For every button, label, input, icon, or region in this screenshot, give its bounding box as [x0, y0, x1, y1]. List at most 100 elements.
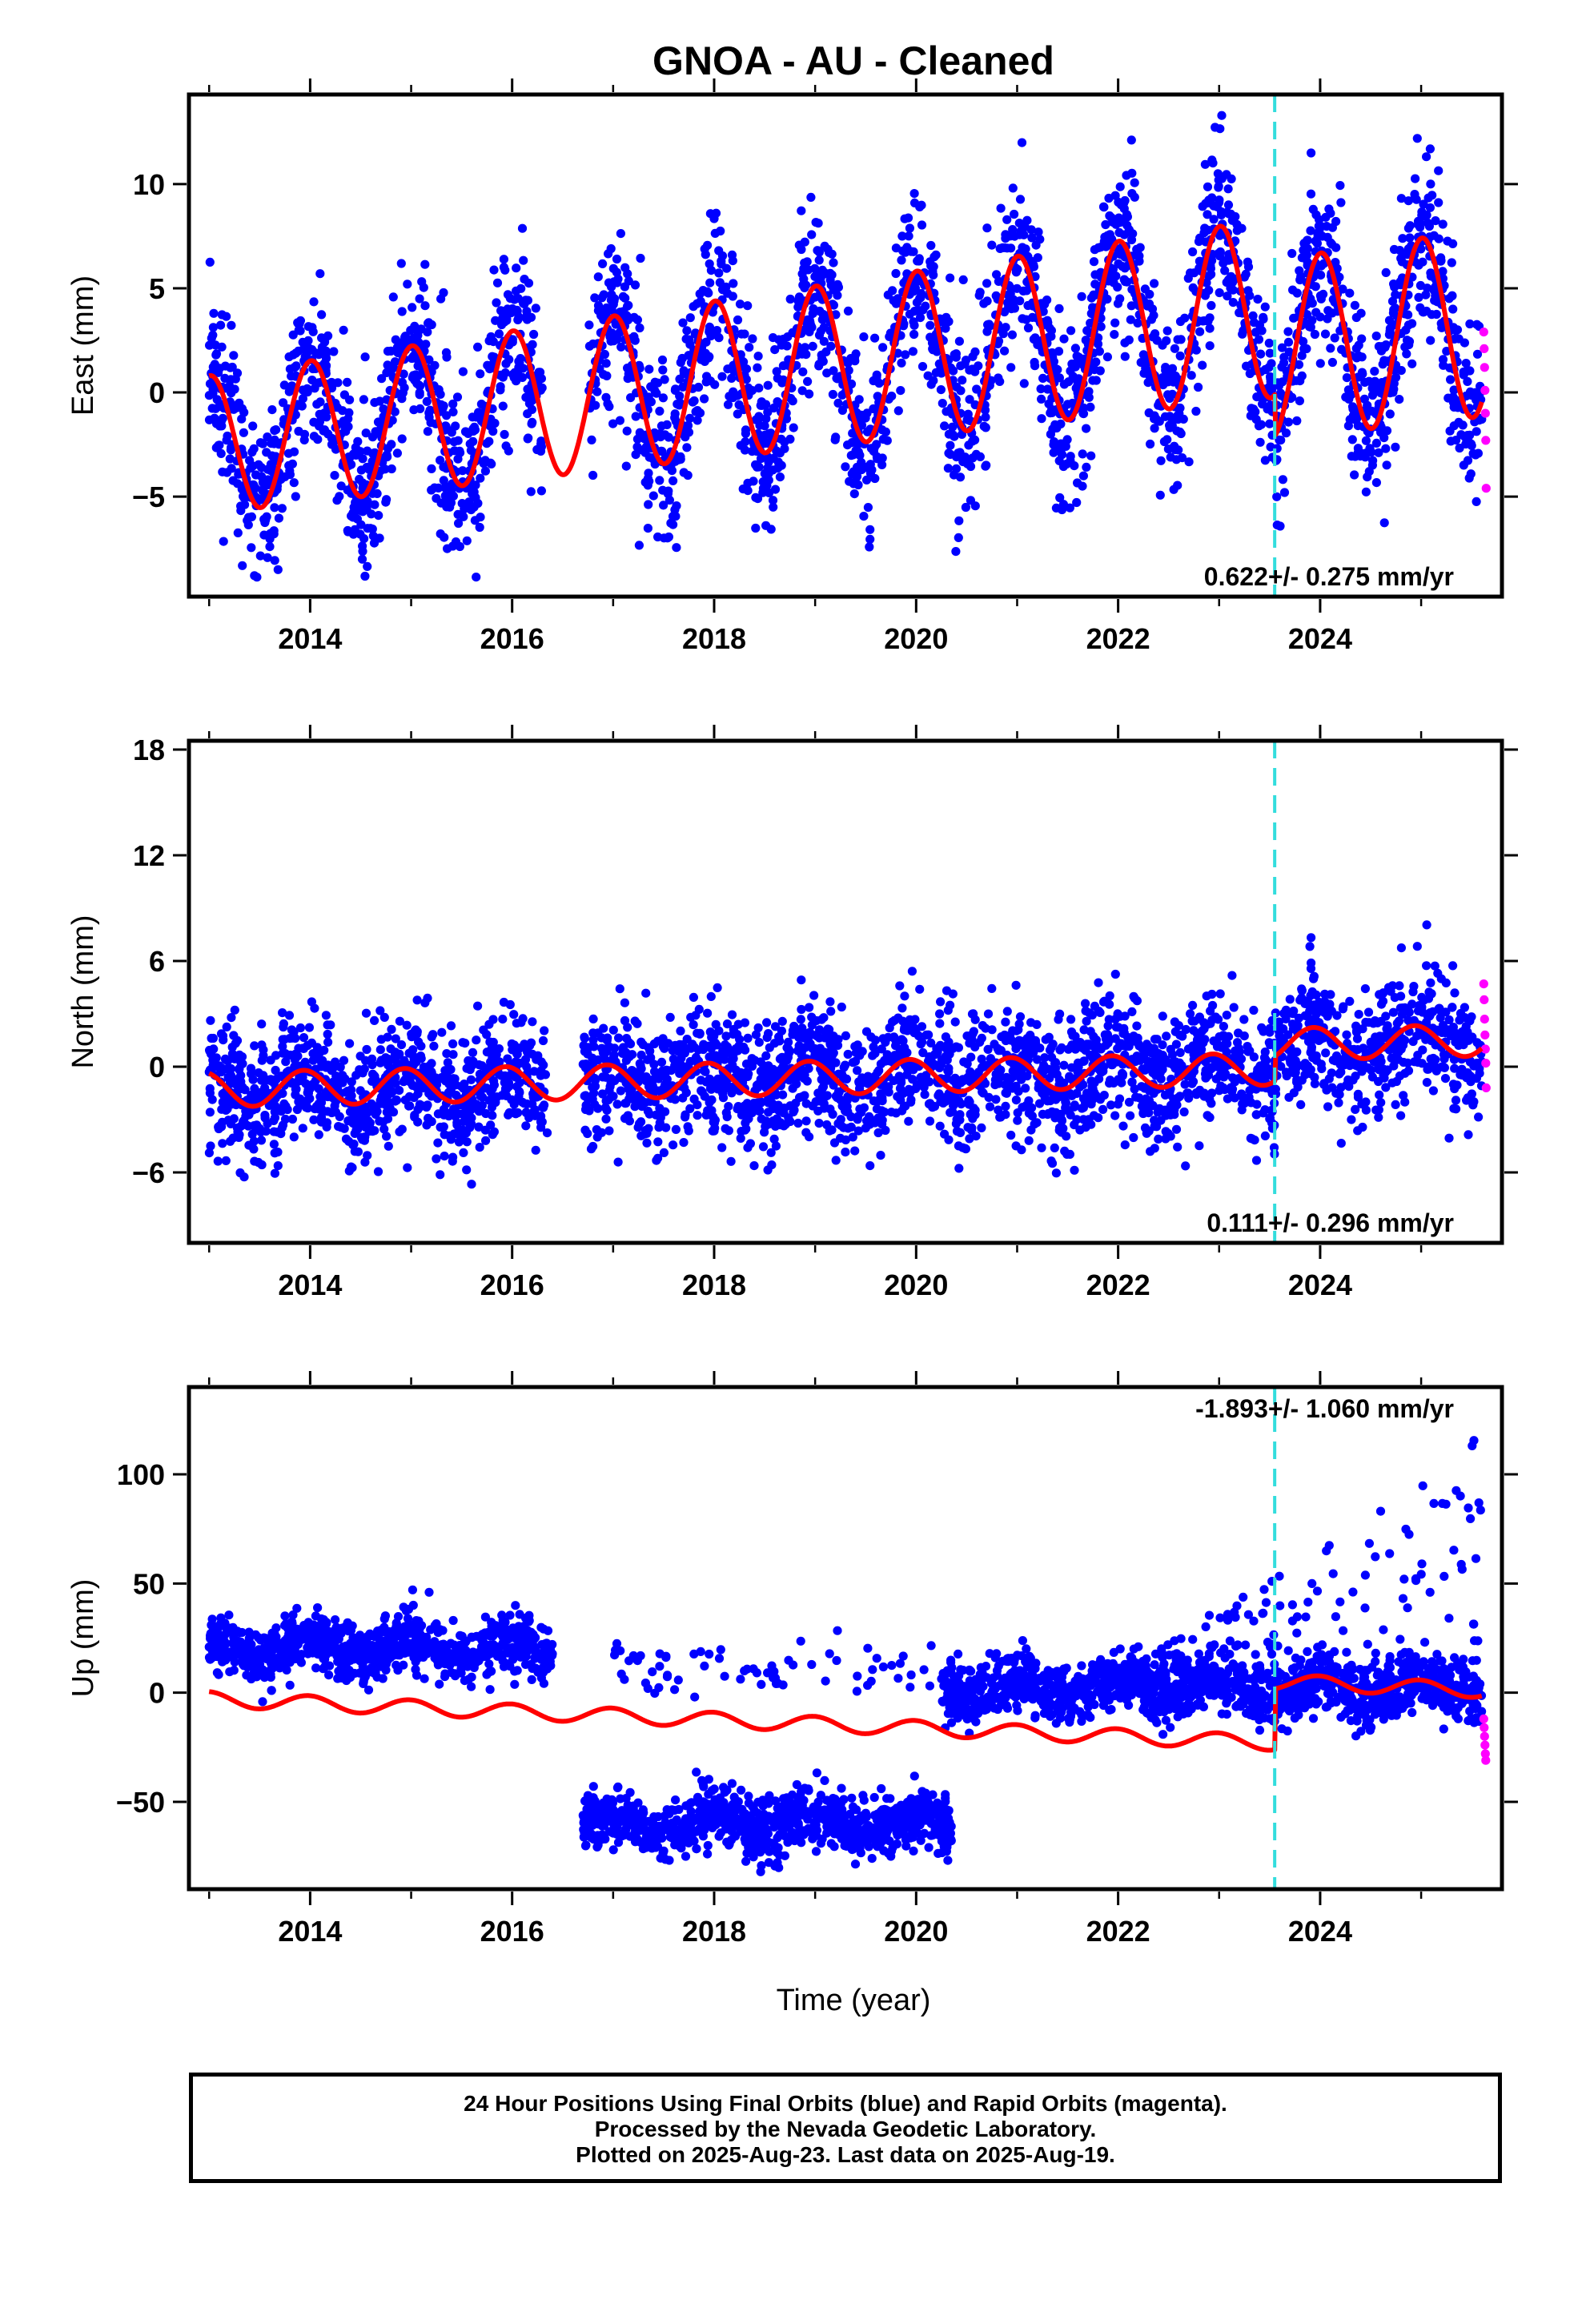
plot-frame — [187, 92, 1504, 599]
data-point — [685, 413, 695, 424]
data-point — [387, 416, 397, 425]
data-point — [265, 542, 275, 552]
data-point — [439, 287, 448, 298]
data-point — [768, 496, 778, 505]
data-point — [1081, 999, 1090, 1008]
data-point — [1122, 277, 1131, 287]
data-point — [664, 532, 674, 542]
data-point — [727, 250, 737, 259]
data-point — [358, 546, 367, 557]
data-point — [408, 303, 417, 312]
data-point — [865, 525, 875, 534]
data-point — [458, 367, 468, 376]
data-point — [788, 328, 797, 337]
data-point — [1223, 200, 1234, 210]
data-point — [705, 322, 715, 332]
data-point — [644, 500, 653, 509]
data-point — [1130, 178, 1139, 187]
data-point — [1188, 247, 1198, 257]
data-point — [1223, 207, 1232, 217]
data-point — [1471, 388, 1480, 397]
data-point — [773, 457, 783, 467]
data-point — [249, 1144, 259, 1154]
data-point — [210, 360, 219, 369]
data-point — [1361, 436, 1371, 445]
data-point — [498, 1015, 508, 1024]
data-point — [982, 279, 992, 288]
data-point — [1303, 235, 1312, 245]
data-point — [1257, 326, 1267, 336]
data-point — [269, 439, 279, 448]
data-point — [217, 310, 227, 320]
data-point — [968, 352, 978, 361]
data-point — [1336, 1139, 1346, 1148]
data-point — [238, 561, 247, 570]
data-point — [1200, 223, 1210, 233]
data-point — [391, 335, 400, 344]
data-point — [936, 364, 946, 374]
data-point — [1306, 323, 1315, 332]
data-point — [926, 380, 936, 389]
data-point — [1421, 290, 1431, 300]
data-point — [427, 320, 436, 330]
data-point — [1219, 1022, 1228, 1031]
data-point — [756, 400, 765, 410]
data-point — [1089, 290, 1098, 300]
data-point — [270, 503, 279, 513]
x-tick-label: 2018 — [682, 622, 746, 655]
data-point — [797, 206, 806, 215]
data-point — [984, 320, 994, 329]
data-point — [1350, 470, 1359, 480]
data-point — [877, 453, 887, 463]
data-point — [889, 1015, 899, 1025]
data-point — [613, 274, 623, 283]
data-point — [1322, 222, 1331, 231]
data-point — [400, 332, 410, 342]
data-point — [718, 285, 728, 295]
data-point — [1429, 231, 1439, 240]
data-point — [488, 1015, 498, 1024]
data-point — [1357, 368, 1367, 377]
data-point — [878, 343, 888, 352]
data-point — [648, 491, 658, 501]
data-point — [1326, 344, 1335, 353]
data-point — [1303, 243, 1312, 253]
data-point — [448, 399, 458, 409]
data-point — [443, 1058, 453, 1068]
data-point — [801, 1116, 811, 1126]
data-point — [1412, 134, 1422, 143]
data-point — [359, 395, 368, 404]
data-point — [267, 405, 277, 415]
data-point — [521, 312, 531, 323]
data-point — [803, 376, 813, 386]
data-point — [1066, 326, 1076, 336]
data-point — [452, 392, 463, 402]
data-point — [845, 476, 854, 486]
data-point — [1019, 379, 1029, 388]
data-point — [370, 1015, 379, 1025]
data-point — [1386, 987, 1395, 996]
data-point — [1327, 239, 1337, 249]
data-point — [1281, 428, 1291, 438]
data-point — [909, 198, 920, 207]
data-point — [1023, 323, 1034, 333]
data-point — [1018, 243, 1027, 252]
data-point — [436, 529, 445, 539]
data-point — [1423, 994, 1434, 1003]
data-point — [1403, 320, 1413, 330]
data-point — [453, 509, 463, 520]
data-point — [1307, 1045, 1316, 1055]
data-point — [1427, 191, 1437, 200]
data-point — [1015, 195, 1026, 204]
data-point — [509, 372, 519, 383]
data-point — [1327, 357, 1337, 368]
data-point — [204, 1148, 214, 1158]
data-point — [797, 386, 807, 396]
data-point — [763, 380, 773, 390]
x-tick-label: 2016 — [480, 622, 544, 655]
data-point — [846, 354, 856, 364]
data-point — [1134, 256, 1144, 266]
data-point — [1295, 396, 1304, 406]
data-point — [1178, 453, 1187, 463]
